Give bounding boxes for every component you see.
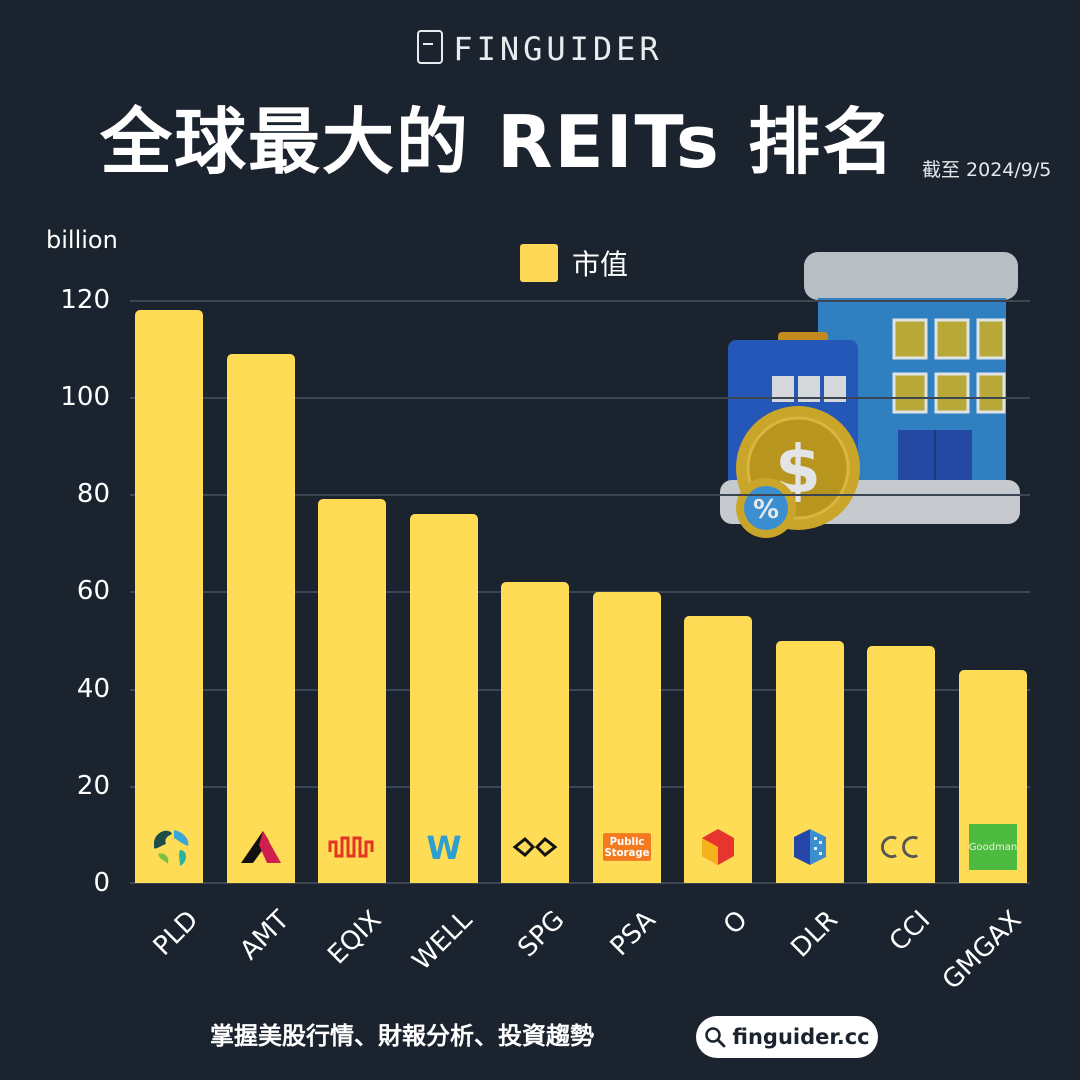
x-label-well: WELL <box>406 905 479 977</box>
gridline-100 <box>130 397 1030 399</box>
bar-pld <box>135 310 203 883</box>
equinix-icon <box>328 825 376 869</box>
svg-text:Goodman: Goodman <box>969 842 1017 853</box>
search-icon <box>705 1027 726 1048</box>
crown-castle-icon <box>877 825 925 869</box>
svg-text:Storage: Storage <box>604 848 649 859</box>
bar-spg <box>501 582 569 883</box>
svg-text:Public: Public <box>610 837 645 848</box>
brand-name: FINGUIDER <box>453 30 663 68</box>
x-label-o: O <box>717 905 754 941</box>
bar-gmgax: Goodman <box>959 670 1027 883</box>
footer-tagline: 掌握美股行情、財報分析、投資趨勢 <box>210 1022 594 1050</box>
website-search-pill[interactable]: finguider.cc <box>696 1016 878 1058</box>
x-label-psa: PSA <box>604 905 662 962</box>
realty-income-icon <box>694 825 742 869</box>
legend-swatch <box>520 244 558 282</box>
x-label-cci: CCI <box>883 905 937 958</box>
y-tick-100: 100 <box>60 382 110 412</box>
bar-dlr <box>776 641 844 883</box>
building-money-illustration: $ % <box>720 252 1020 538</box>
gridline-80 <box>130 494 1030 496</box>
bar-o <box>684 616 752 883</box>
y-tick-120: 120 <box>60 285 110 315</box>
simon-property-icon <box>511 825 559 869</box>
gridline-60 <box>130 591 1030 593</box>
gridline-20 <box>130 786 1030 788</box>
legend-label: 市值 <box>572 248 629 281</box>
x-label-gmgax: GMGAX <box>936 905 1028 996</box>
prologis-globe-icon <box>145 825 193 869</box>
y-tick-0: 0 <box>93 868 110 898</box>
x-label-amt: AMT <box>234 905 296 966</box>
x-label-eqix: EQIX <box>321 905 388 971</box>
brand-logo: FINGUIDER <box>0 30 1080 68</box>
bar-cci <box>867 646 935 883</box>
x-label-spg: SPG <box>511 905 571 964</box>
bar-eqix <box>318 499 386 883</box>
x-label-dlr: DLR <box>785 905 845 964</box>
y-axis-unit: billion <box>46 226 118 254</box>
gridline-0 <box>130 882 1030 884</box>
page-title: 全球最大的 REITs 排名 <box>100 100 896 184</box>
y-tick-20: 20 <box>76 771 110 801</box>
svg-text:%: % <box>753 495 779 525</box>
goodman-icon: Goodman <box>969 824 1017 870</box>
bar-psa: Public Storage <box>593 592 661 883</box>
y-tick-60: 60 <box>76 576 110 606</box>
digital-realty-icon <box>786 825 834 869</box>
y-tick-40: 40 <box>76 674 110 704</box>
public-storage-icon: Public Storage <box>603 825 651 869</box>
svg-text:W: W <box>426 831 461 863</box>
x-label-pld: PLD <box>147 905 205 962</box>
bar-amt <box>227 354 295 883</box>
as-of-date: 截至 2024/9/5 <box>922 159 1052 181</box>
finguider-logo-icon <box>417 30 444 64</box>
gridline-40 <box>130 689 1030 691</box>
american-tower-icon <box>237 825 285 869</box>
bar-chart: 120 100 80 60 40 20 0 W Public Storage <box>60 285 1030 898</box>
gridline-120 <box>130 300 1030 302</box>
chart-legend: 市值 <box>520 243 628 283</box>
bar-well: W <box>410 514 478 883</box>
welltower-icon: W <box>420 825 468 869</box>
y-tick-80: 80 <box>76 479 110 509</box>
website-url[interactable]: finguider.cc <box>732 1025 870 1049</box>
